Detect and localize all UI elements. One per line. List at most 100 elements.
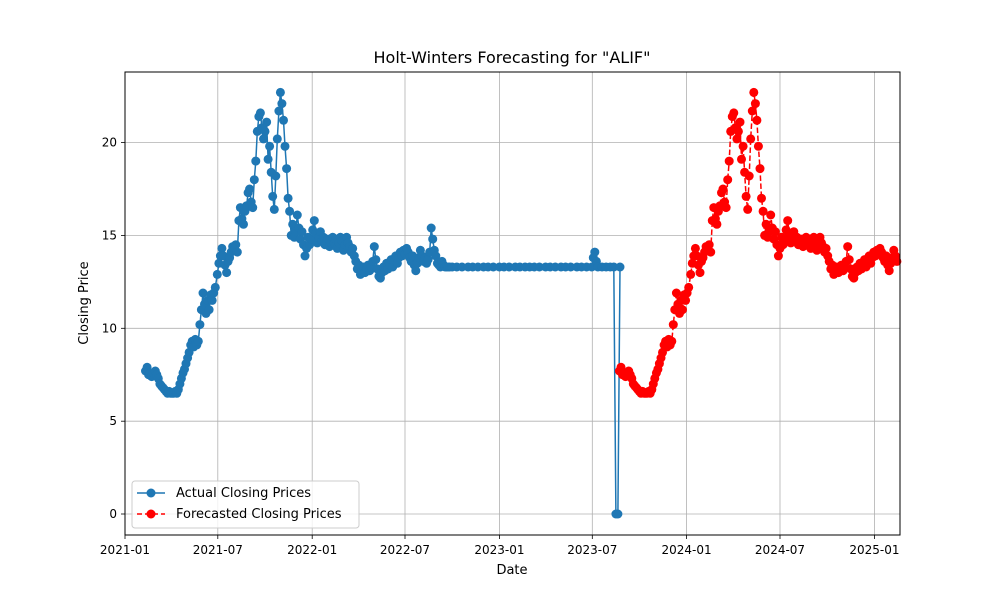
data-point-actual bbox=[259, 134, 268, 144]
data-point-forecast bbox=[744, 171, 754, 181]
data-point-forecast bbox=[843, 242, 853, 252]
data-point-actual bbox=[232, 247, 242, 257]
x-tick-label: 2024-07 bbox=[755, 543, 805, 557]
data-point-actual bbox=[269, 204, 279, 214]
data-point-actual bbox=[283, 193, 293, 203]
data-point-forecast bbox=[737, 154, 746, 164]
data-point-forecast bbox=[770, 227, 780, 237]
data-point-actual bbox=[609, 262, 619, 272]
data-point-forecast bbox=[718, 184, 728, 194]
data-point-actual bbox=[423, 255, 433, 265]
data-point-forecast bbox=[723, 175, 733, 185]
data-point-forecast bbox=[746, 134, 756, 144]
data-point-forecast bbox=[892, 256, 902, 266]
series-layer bbox=[141, 87, 902, 519]
data-point-actual bbox=[251, 156, 261, 166]
legend-marker-forecast bbox=[146, 509, 156, 519]
data-point-actual bbox=[210, 282, 220, 292]
data-point-actual bbox=[222, 268, 232, 278]
data-point-actual bbox=[369, 242, 379, 252]
data-point-forecast bbox=[747, 106, 757, 116]
data-point-actual bbox=[245, 184, 255, 194]
grid bbox=[124, 72, 900, 535]
data-point-forecast bbox=[712, 219, 722, 229]
data-point-actual bbox=[297, 227, 307, 237]
data-point-forecast bbox=[667, 336, 677, 346]
data-point-actual bbox=[431, 251, 441, 261]
data-point-actual bbox=[428, 234, 438, 244]
legend-marker-actual bbox=[146, 488, 156, 498]
x-tick-label: 2023-01 bbox=[474, 543, 524, 557]
data-point-forecast bbox=[729, 108, 739, 118]
data-point-forecast bbox=[752, 115, 762, 125]
data-point-forecast bbox=[732, 134, 742, 144]
data-point-actual bbox=[255, 108, 265, 118]
data-point-actual bbox=[212, 269, 222, 279]
data-point-actual bbox=[249, 175, 259, 185]
data-point-forecast bbox=[821, 243, 831, 253]
data-point-actual bbox=[217, 243, 227, 253]
data-point-forecast bbox=[741, 191, 751, 201]
data-point-forecast bbox=[695, 268, 705, 278]
data-point-actual bbox=[239, 219, 248, 229]
legend-label-forecast: Forecasted Closing Prices bbox=[176, 507, 342, 522]
data-point-forecast bbox=[753, 141, 763, 151]
data-point-actual bbox=[426, 223, 436, 233]
data-point-forecast bbox=[706, 247, 716, 257]
data-point-actual bbox=[265, 141, 275, 151]
data-point-actual bbox=[204, 305, 214, 315]
data-point-forecast bbox=[668, 320, 678, 330]
data-point-actual bbox=[248, 203, 258, 213]
data-point-actual bbox=[263, 154, 273, 164]
y-tick-label: 20 bbox=[102, 136, 117, 150]
data-point-forecast bbox=[757, 193, 766, 203]
data-point-actual bbox=[309, 216, 319, 226]
series-actual bbox=[141, 87, 625, 519]
y-tick-label: 5 bbox=[109, 414, 117, 428]
series-forecast bbox=[614, 87, 902, 398]
data-point-forecast bbox=[690, 243, 700, 253]
data-point-actual bbox=[195, 320, 205, 330]
data-point-actual bbox=[285, 206, 295, 216]
data-point-forecast bbox=[671, 288, 681, 298]
data-point-actual bbox=[274, 106, 284, 116]
y-tick-label: 15 bbox=[102, 228, 117, 242]
y-tick-label: 0 bbox=[109, 507, 117, 521]
legend: Actual Closing Prices Forecasted Closing… bbox=[131, 480, 360, 529]
data-point-forecast bbox=[738, 141, 748, 151]
data-point-actual bbox=[566, 262, 576, 272]
y-tick-label: 10 bbox=[102, 321, 117, 335]
ticks: 2021-01 2021-07 2022-01 2022-07 2023-01 2023-… bbox=[100, 136, 900, 557]
data-point-actual bbox=[277, 99, 287, 109]
data-point-forecast bbox=[678, 305, 687, 315]
legend-label-actual: Actual Closing Prices bbox=[176, 486, 311, 501]
data-point-actual bbox=[260, 126, 270, 136]
x-tick-label: 2024-01 bbox=[662, 543, 712, 557]
data-point-actual bbox=[292, 210, 302, 220]
data-point-actual bbox=[279, 115, 288, 125]
data-point-actual bbox=[411, 266, 421, 276]
data-point-actual bbox=[300, 251, 310, 261]
data-point-forecast bbox=[733, 126, 743, 136]
data-point-actual bbox=[590, 247, 600, 257]
data-point-forecast bbox=[724, 156, 734, 166]
y-axis-label: Closing Price bbox=[77, 261, 92, 344]
data-point-actual bbox=[198, 288, 208, 298]
data-point-actual bbox=[371, 255, 381, 265]
data-point-forecast bbox=[686, 269, 696, 279]
data-point-actual bbox=[282, 164, 292, 174]
chart-title: Holt-Winters Forecasting for "ALIF" bbox=[374, 48, 651, 67]
data-point-actual bbox=[280, 141, 290, 151]
x-tick-label: 2022-07 bbox=[380, 543, 430, 557]
data-point-forecast bbox=[758, 206, 768, 216]
x-tick-label: 2023-07 bbox=[567, 543, 617, 557]
data-point-forecast bbox=[773, 251, 783, 261]
x-axis-label: Date bbox=[496, 563, 527, 578]
data-point-actual bbox=[613, 509, 623, 519]
data-point-actual bbox=[193, 336, 203, 346]
data-point-actual bbox=[275, 87, 285, 97]
data-point-forecast bbox=[743, 204, 753, 214]
data-point-actual bbox=[268, 191, 278, 201]
